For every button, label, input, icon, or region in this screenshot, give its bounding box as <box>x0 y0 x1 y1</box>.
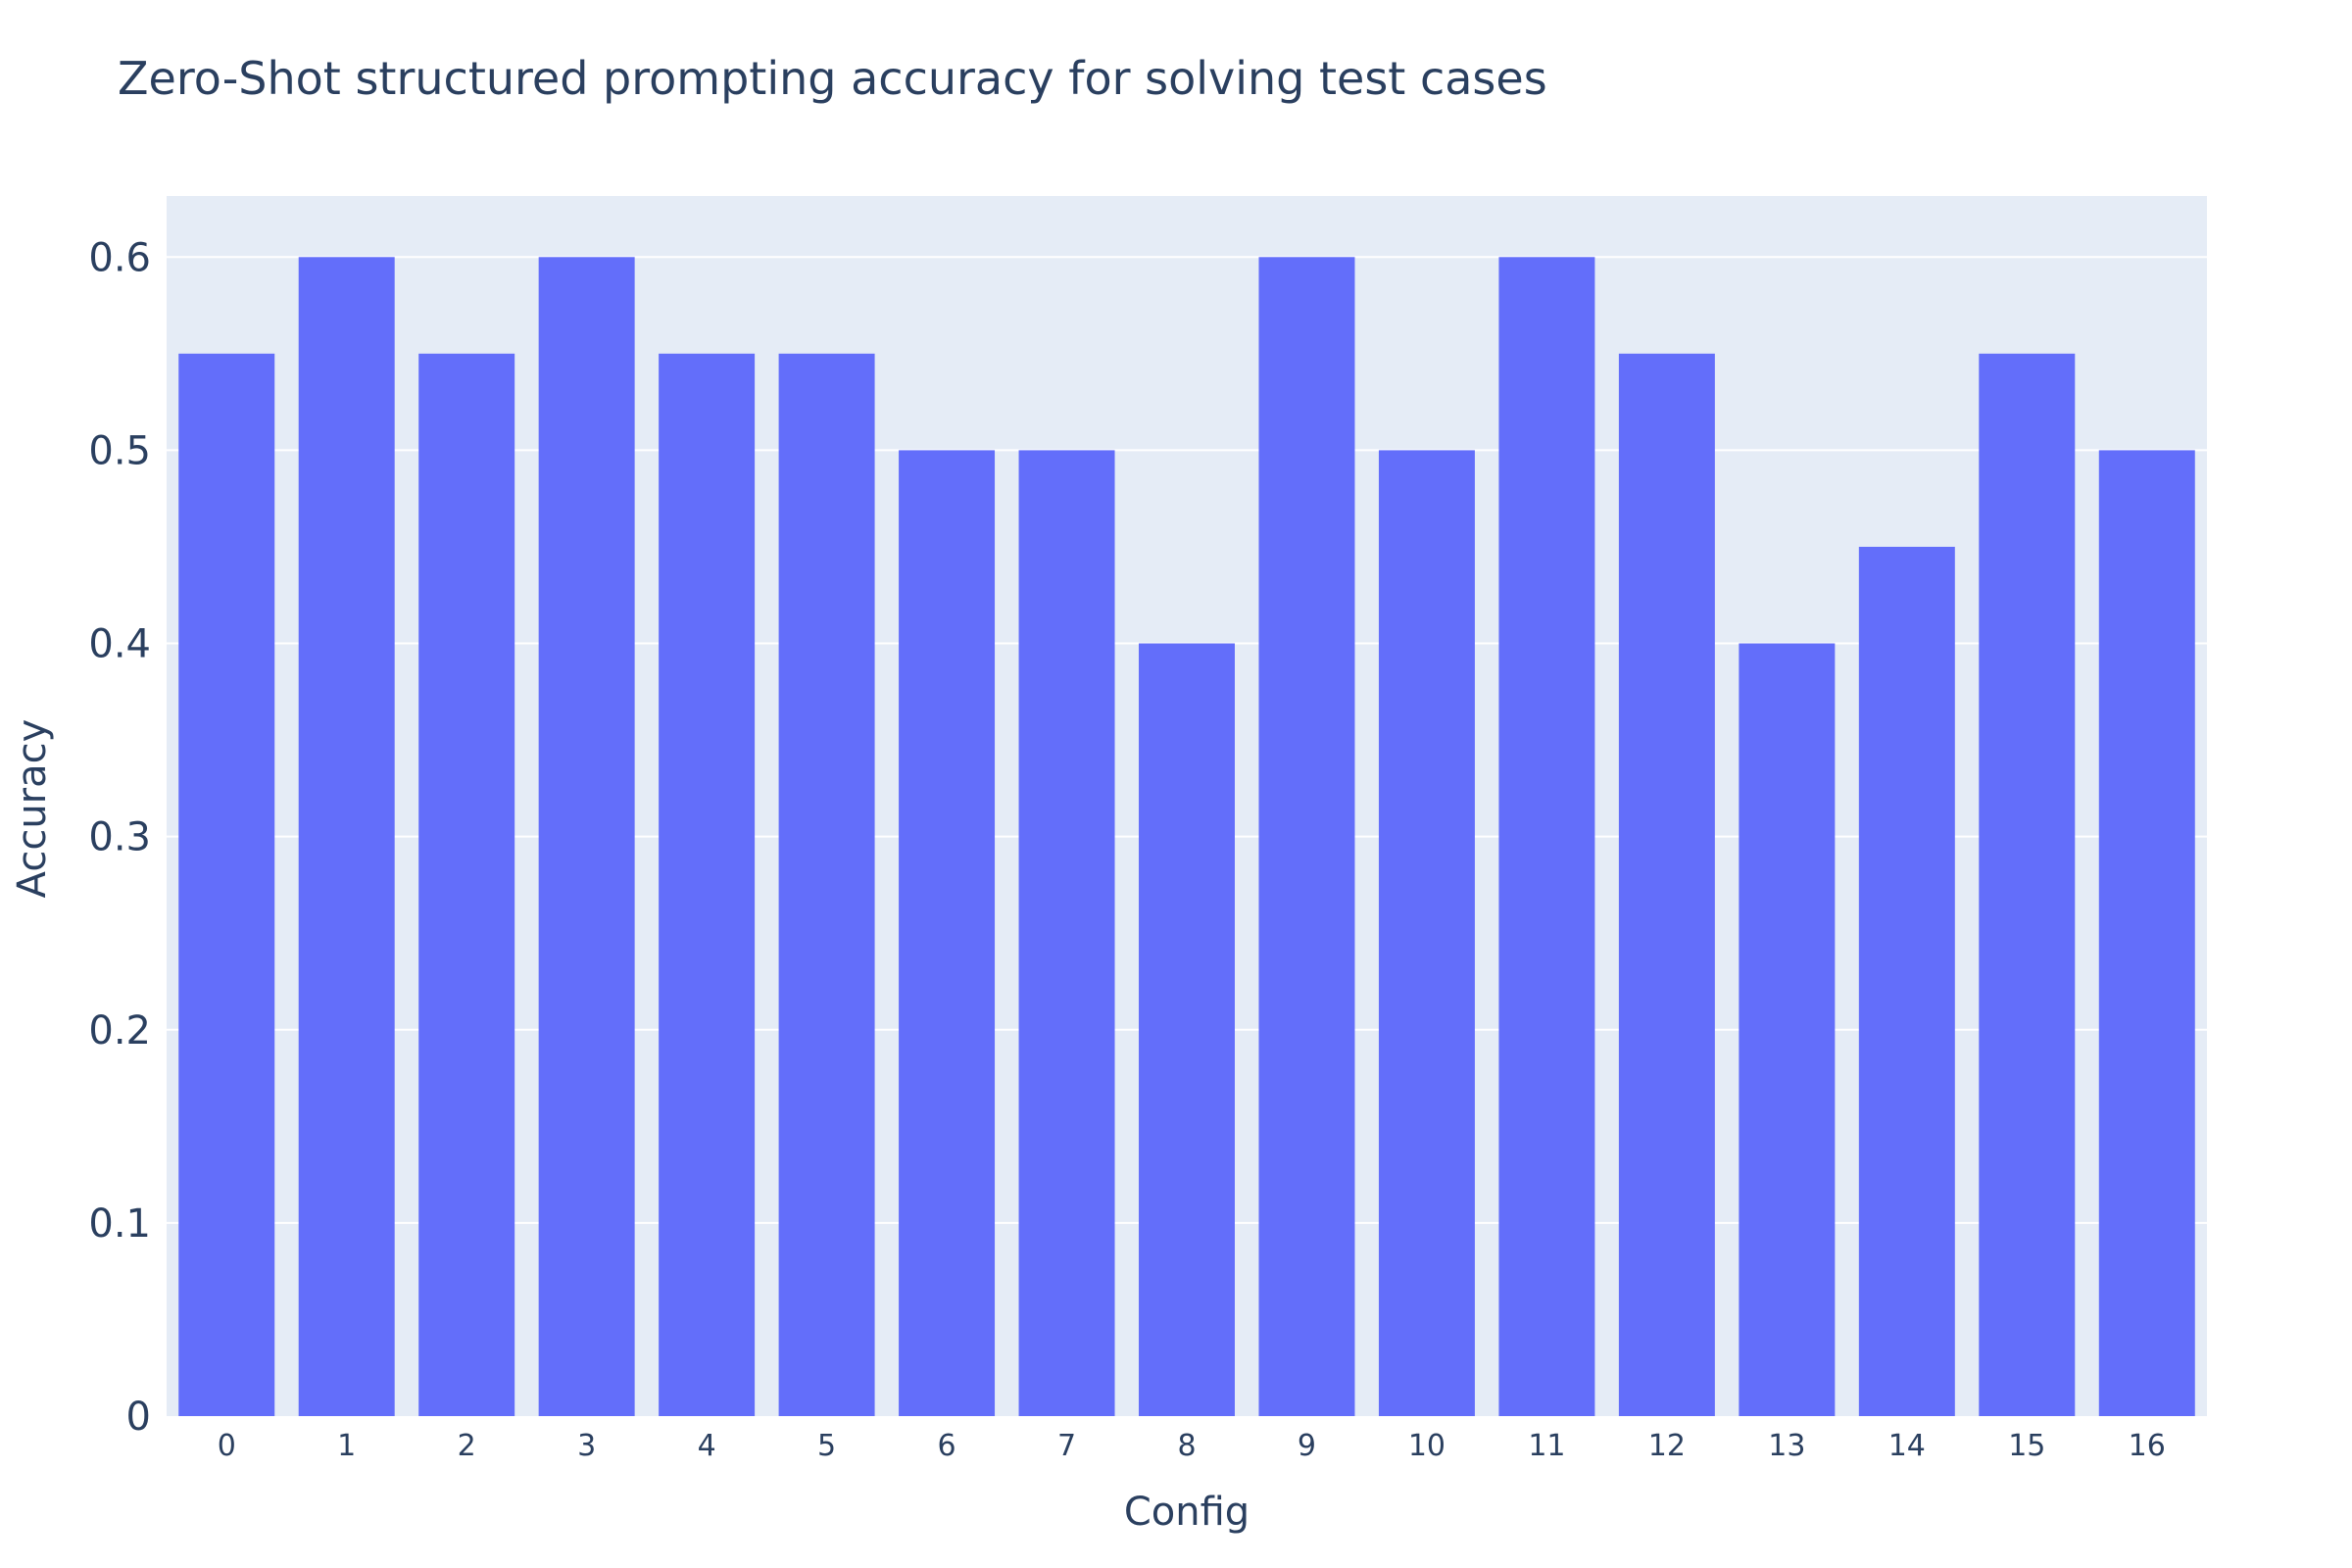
bar-config-4[interactable] <box>659 353 756 1416</box>
bar-config-1[interactable] <box>298 257 395 1416</box>
bar-config-15[interactable] <box>1979 353 2076 1416</box>
bar-config-9[interactable] <box>1258 257 1355 1416</box>
x-tick-label: 0 <box>218 1429 236 1463</box>
bar-config-6[interactable] <box>899 450 996 1417</box>
bar-config-10[interactable] <box>1378 450 1475 1417</box>
x-tick-label: 12 <box>1648 1429 1686 1463</box>
y-tick-label: 0.4 <box>88 622 151 667</box>
x-tick-label: 8 <box>1177 1429 1196 1463</box>
x-tick-label: 3 <box>577 1429 596 1463</box>
chart-title: Zero-Shot structured prompting accuracy … <box>118 52 1547 105</box>
bar-config-16[interactable] <box>2098 450 2195 1417</box>
y-tick-label: 0.5 <box>88 428 151 473</box>
bar-config-12[interactable] <box>1618 353 1715 1416</box>
x-tick-label: 13 <box>1768 1429 1805 1463</box>
bar-config-0[interactable] <box>178 353 275 1416</box>
y-tick-labels: 0 0.1 0.2 0.3 0.4 0.5 0.6 <box>88 235 151 1440</box>
bar-config-2[interactable] <box>418 353 515 1416</box>
bar-config-11[interactable] <box>1498 257 1595 1416</box>
x-tick-label: 16 <box>2129 1429 2166 1463</box>
bar-config-14[interactable] <box>1858 546 1955 1416</box>
bar-config-5[interactable] <box>778 353 875 1416</box>
y-tick-label: 0 <box>126 1395 151 1440</box>
y-tick-label: 0.2 <box>88 1008 151 1054</box>
bar-config-3[interactable] <box>538 257 635 1416</box>
x-tick-label: 1 <box>337 1429 356 1463</box>
x-tick-label: 9 <box>1298 1429 1316 1463</box>
y-tick-label: 0.6 <box>88 235 151 280</box>
bar-config-13[interactable] <box>1739 643 1836 1416</box>
y-tick-label: 0.3 <box>88 815 151 860</box>
y-tick-label: 0.1 <box>88 1201 151 1247</box>
x-tick-label: 11 <box>1528 1429 1565 1463</box>
x-tick-label: 15 <box>2008 1429 2045 1463</box>
bar-config-8[interactable] <box>1139 643 1235 1416</box>
bar-config-7[interactable] <box>1018 450 1115 1417</box>
x-tick-label: 14 <box>1888 1429 1926 1463</box>
x-tick-label: 7 <box>1057 1429 1076 1463</box>
x-tick-label: 10 <box>1408 1429 1446 1463</box>
y-axis-title: Accuracy <box>10 719 55 899</box>
x-axis-title: Config <box>1124 1490 1250 1535</box>
bars <box>178 257 2195 1417</box>
x-tick-label: 6 <box>938 1429 956 1463</box>
x-tick-label: 2 <box>458 1429 476 1463</box>
x-tick-label: 4 <box>698 1429 716 1463</box>
x-tick-labels: 0 1 2 3 4 5 6 7 8 9 10 11 12 13 14 15 16 <box>218 1429 2166 1463</box>
x-tick-label: 5 <box>817 1429 836 1463</box>
